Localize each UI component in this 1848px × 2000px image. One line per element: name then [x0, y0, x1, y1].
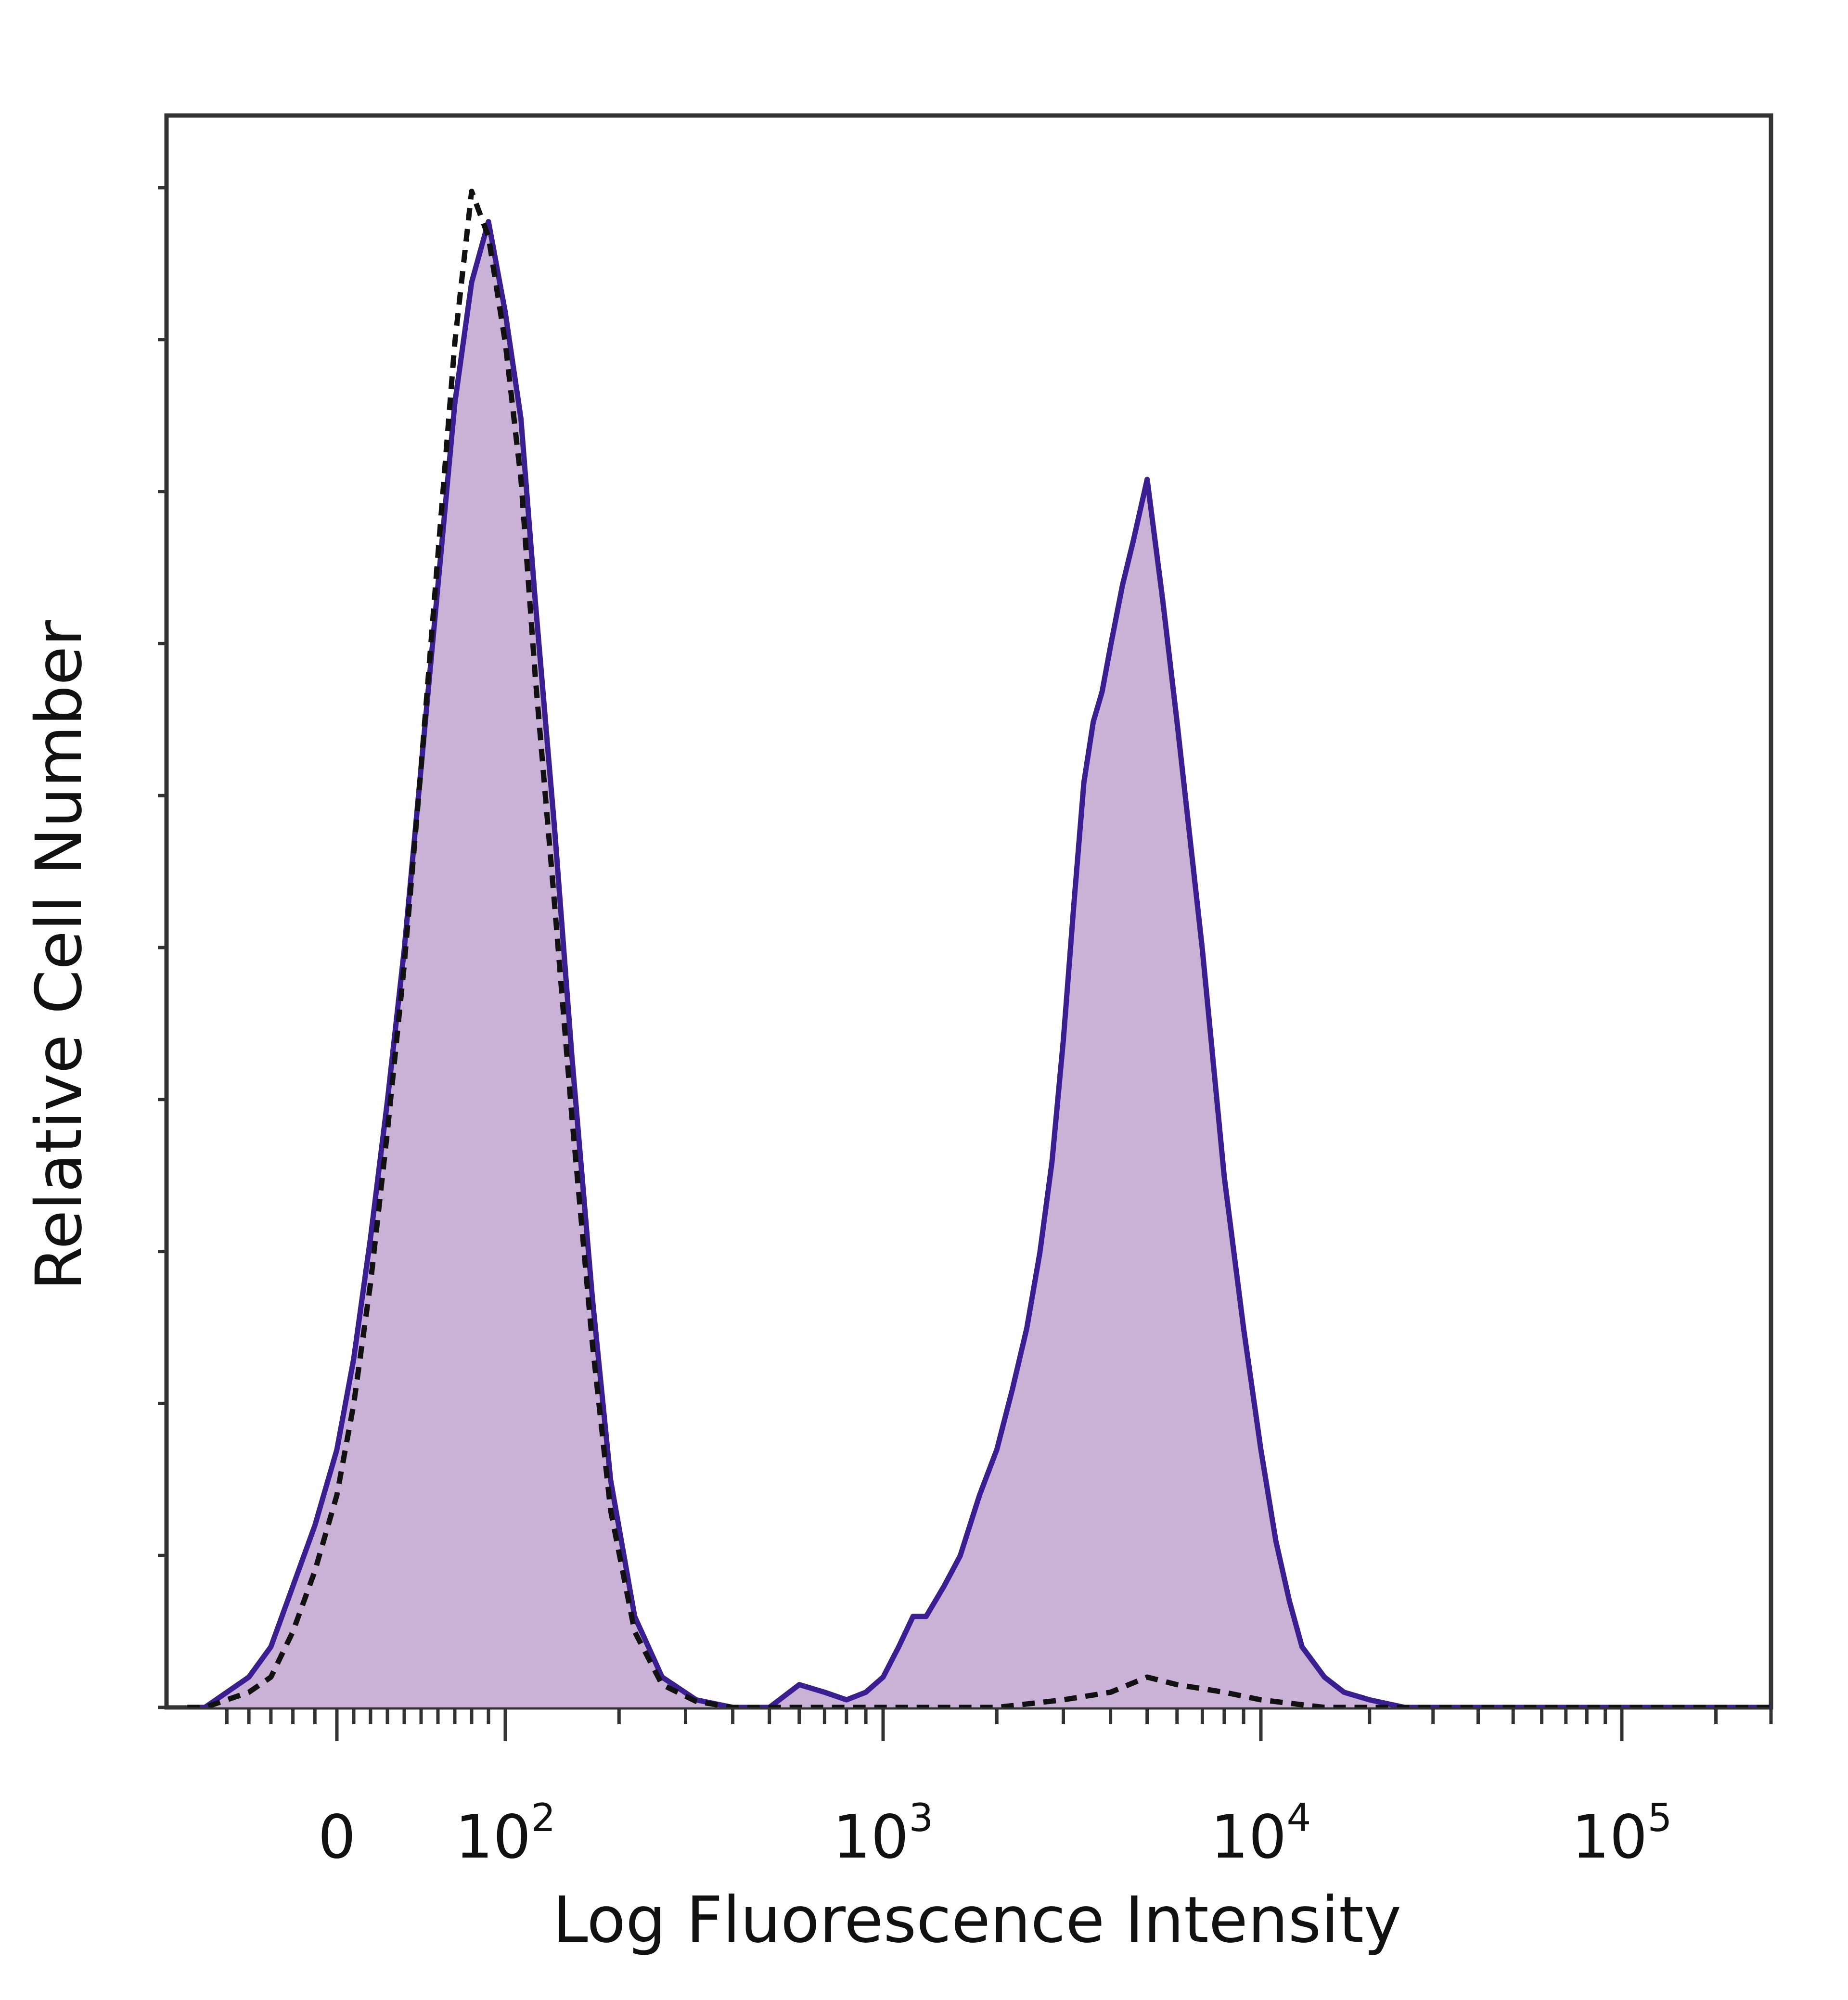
y-axis-ticks: [158, 186, 167, 1709]
x-tick-label: 104: [1211, 1795, 1311, 1872]
stained-histogram-line: [187, 219, 1771, 1707]
y-axis-label: Relative Cell Number: [22, 620, 96, 1291]
x-tick-label: 102: [455, 1795, 556, 1872]
x-axis-label: Log Fluorescence Intensity: [552, 1883, 1401, 1957]
control-histogram-dashed-line: [187, 189, 1771, 1707]
x-tick-label: 0: [318, 1803, 356, 1872]
x-tick-label: 103: [833, 1795, 934, 1872]
stained-histogram-fill: [187, 221, 1771, 1707]
x-axis-ticks: [225, 1707, 1773, 1741]
histogram-curves: [187, 189, 1771, 1707]
x-axis-tick-labels: 0 102 103 104 105: [318, 1795, 1672, 1872]
x-tick-label: 105: [1572, 1795, 1672, 1872]
